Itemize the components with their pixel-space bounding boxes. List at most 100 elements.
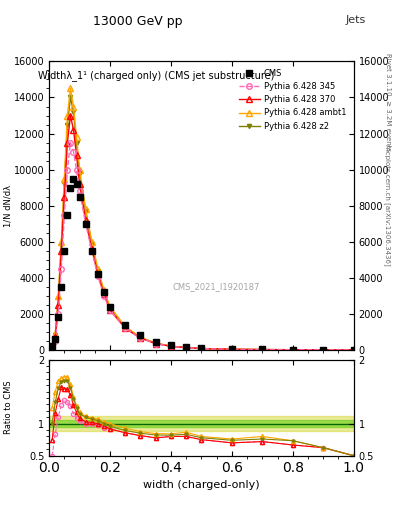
Pythia 6.428 345 — [77, 188, 82, 195]
CMS — [53, 336, 58, 342]
Pythia 6.428 z2 — [230, 346, 234, 352]
Pythia 6.428 z2 — [260, 347, 265, 353]
Pythia 6.428 z2 — [184, 345, 189, 351]
CMS — [95, 271, 100, 278]
Pythia 6.428 ambt1 — [53, 331, 58, 337]
Pythia 6.428 370 — [169, 343, 173, 349]
Pythia 6.428 z2 — [77, 170, 82, 176]
Pythia 6.428 345 — [153, 340, 158, 347]
Pythia 6.428 ambt1 — [56, 293, 61, 299]
Pythia 6.428 345 — [74, 166, 79, 173]
CMS — [169, 343, 173, 349]
Bar — [49, 420, 354, 427]
CMS — [77, 194, 82, 200]
CMS — [123, 322, 128, 328]
Pythia 6.428 z2 — [53, 332, 58, 338]
Text: Jets: Jets — [345, 15, 365, 26]
Pythia 6.428 370 — [199, 346, 204, 352]
Pythia 6.428 ambt1 — [77, 166, 82, 173]
Pythia 6.428 370 — [108, 307, 112, 313]
Pythia 6.428 370 — [53, 334, 58, 340]
Pythia 6.428 370 — [65, 139, 70, 145]
CMS — [199, 345, 204, 351]
Legend: CMS, Pythia 6.428 345, Pythia 6.428 370, Pythia 6.428 ambt1, Pythia 6.428 z2: CMS, Pythia 6.428 345, Pythia 6.428 370,… — [235, 66, 349, 134]
CMS — [260, 347, 265, 353]
Pythia 6.428 ambt1 — [290, 347, 295, 353]
CMS — [59, 284, 64, 290]
CMS — [74, 181, 79, 187]
Pythia 6.428 ambt1 — [351, 347, 356, 353]
Pythia 6.428 ambt1 — [199, 346, 204, 352]
Pythia 6.428 370 — [95, 271, 100, 278]
Pythia 6.428 z2 — [62, 181, 67, 187]
Pythia 6.428 345 — [108, 307, 112, 313]
Pythia 6.428 370 — [59, 248, 64, 254]
Line: Pythia 6.428 ambt1: Pythia 6.428 ambt1 — [50, 86, 356, 353]
Pythia 6.428 345 — [321, 347, 326, 353]
Pythia 6.428 345 — [101, 293, 106, 299]
Pythia 6.428 345 — [71, 148, 76, 155]
CMS — [184, 344, 189, 350]
Pythia 6.428 370 — [50, 344, 55, 350]
Pythia 6.428 z2 — [68, 94, 73, 100]
CMS — [62, 248, 67, 254]
Pythia 6.428 370 — [230, 346, 234, 352]
Pythia 6.428 345 — [50, 345, 55, 351]
CMS — [65, 211, 70, 218]
Pythia 6.428 z2 — [321, 347, 326, 353]
Pythia 6.428 370 — [101, 291, 106, 297]
Pythia 6.428 370 — [290, 347, 295, 353]
Pythia 6.428 z2 — [56, 296, 61, 303]
X-axis label: width (charged-only): width (charged-only) — [143, 480, 260, 490]
Pythia 6.428 ambt1 — [169, 343, 173, 349]
Pythia 6.428 z2 — [138, 334, 143, 340]
Pythia 6.428 z2 — [59, 242, 64, 248]
CMS — [351, 347, 356, 353]
Pythia 6.428 370 — [56, 302, 61, 308]
Pythia 6.428 345 — [290, 347, 295, 353]
Pythia 6.428 345 — [260, 347, 265, 353]
CMS — [83, 221, 88, 227]
Pythia 6.428 z2 — [74, 139, 79, 145]
Pythia 6.428 345 — [230, 346, 234, 352]
Pythia 6.428 ambt1 — [90, 239, 94, 245]
Pythia 6.428 370 — [123, 325, 128, 331]
Pythia 6.428 ambt1 — [62, 176, 67, 182]
Pythia 6.428 ambt1 — [59, 239, 64, 245]
CMS — [56, 314, 61, 321]
Pythia 6.428 370 — [83, 217, 88, 223]
Pythia 6.428 345 — [68, 139, 73, 145]
Pythia 6.428 370 — [68, 113, 73, 119]
Pythia 6.428 ambt1 — [83, 206, 88, 212]
Pythia 6.428 z2 — [83, 208, 88, 214]
Pythia 6.428 370 — [90, 246, 94, 252]
Pythia 6.428 345 — [184, 345, 189, 351]
CMS — [290, 347, 295, 353]
Pythia 6.428 z2 — [90, 241, 94, 247]
Pythia 6.428 ambt1 — [65, 113, 70, 119]
Pythia 6.428 z2 — [123, 324, 128, 330]
Pythia 6.428 z2 — [65, 121, 70, 127]
Pythia 6.428 ambt1 — [123, 324, 128, 330]
Pythia 6.428 370 — [321, 347, 326, 353]
CMS — [50, 343, 55, 349]
Pythia 6.428 370 — [184, 345, 189, 351]
Text: CMS_2021_I1920187: CMS_2021_I1920187 — [173, 282, 260, 291]
Pythia 6.428 ambt1 — [321, 347, 326, 353]
Pythia 6.428 ambt1 — [101, 287, 106, 293]
Line: Pythia 6.428 345: Pythia 6.428 345 — [50, 140, 356, 353]
CMS — [153, 339, 158, 345]
Pythia 6.428 370 — [153, 340, 158, 347]
Pythia 6.428 370 — [71, 127, 76, 133]
Pythia 6.428 z2 — [101, 289, 106, 295]
Pythia 6.428 345 — [123, 325, 128, 331]
Text: Widthλ_1¹ (charged only) (CMS jet substructure): Widthλ_1¹ (charged only) (CMS jet substr… — [38, 70, 274, 81]
Pythia 6.428 370 — [77, 181, 82, 187]
CMS — [108, 304, 112, 310]
Y-axis label: 1/N dN/dλ: 1/N dN/dλ — [4, 185, 13, 227]
Pythia 6.428 ambt1 — [74, 134, 79, 140]
CMS — [321, 347, 326, 353]
CMS — [68, 184, 73, 190]
CMS — [138, 332, 143, 338]
Pythia 6.428 370 — [260, 347, 265, 353]
